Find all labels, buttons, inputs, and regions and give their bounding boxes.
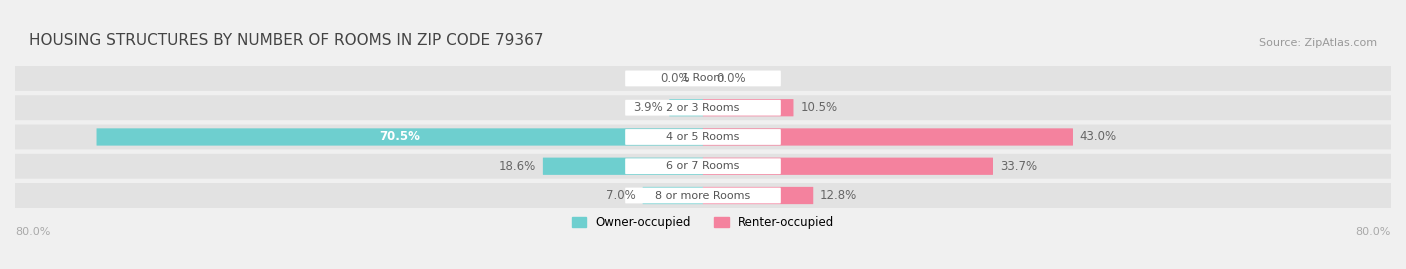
Text: 7.0%: 7.0% [606,189,636,202]
Text: 43.0%: 43.0% [1080,130,1116,143]
Text: 10.5%: 10.5% [800,101,838,114]
FancyBboxPatch shape [15,183,1391,208]
FancyBboxPatch shape [626,129,780,145]
Text: 3.9%: 3.9% [633,101,662,114]
FancyBboxPatch shape [703,128,1073,146]
FancyBboxPatch shape [626,100,780,116]
FancyBboxPatch shape [669,99,703,116]
Text: 12.8%: 12.8% [820,189,858,202]
FancyBboxPatch shape [703,187,813,204]
Text: Source: ZipAtlas.com: Source: ZipAtlas.com [1260,38,1378,48]
Text: 6 or 7 Rooms: 6 or 7 Rooms [666,161,740,171]
FancyBboxPatch shape [703,99,793,116]
Text: HOUSING STRUCTURES BY NUMBER OF ROOMS IN ZIP CODE 79367: HOUSING STRUCTURES BY NUMBER OF ROOMS IN… [28,33,543,48]
Text: 70.5%: 70.5% [380,130,420,143]
FancyBboxPatch shape [97,128,703,146]
Legend: Owner-occupied, Renter-occupied: Owner-occupied, Renter-occupied [567,212,839,234]
FancyBboxPatch shape [15,154,1391,179]
FancyBboxPatch shape [643,187,703,204]
Text: 33.7%: 33.7% [1000,160,1036,173]
Text: 2 or 3 Rooms: 2 or 3 Rooms [666,103,740,113]
Text: 4 or 5 Rooms: 4 or 5 Rooms [666,132,740,142]
Text: 80.0%: 80.0% [15,227,51,237]
Text: 18.6%: 18.6% [499,160,536,173]
Text: 0.0%: 0.0% [716,72,745,85]
FancyBboxPatch shape [626,187,780,203]
FancyBboxPatch shape [15,95,1391,120]
Text: 80.0%: 80.0% [1355,227,1391,237]
FancyBboxPatch shape [543,158,703,175]
FancyBboxPatch shape [15,66,1391,91]
Text: 0.0%: 0.0% [661,72,690,85]
Text: 8 or more Rooms: 8 or more Rooms [655,190,751,200]
FancyBboxPatch shape [15,125,1391,149]
FancyBboxPatch shape [626,70,780,86]
Text: 1 Room: 1 Room [682,73,724,83]
FancyBboxPatch shape [703,158,993,175]
FancyBboxPatch shape [626,158,780,174]
